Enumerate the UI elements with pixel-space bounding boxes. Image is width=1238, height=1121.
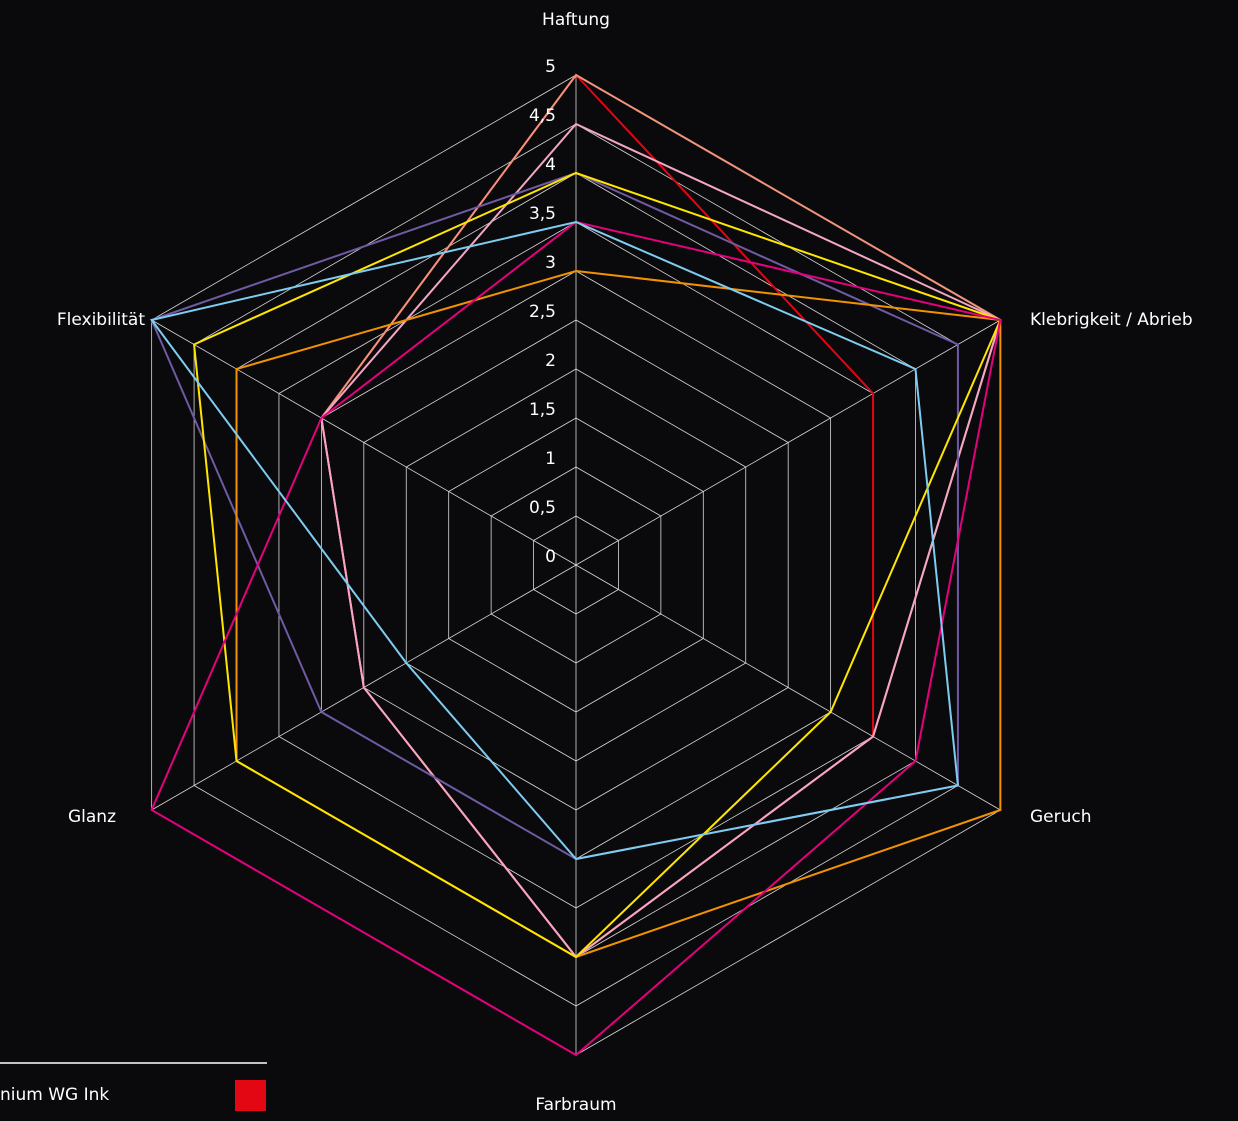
axis-label: Farbraum xyxy=(535,1095,616,1115)
r-tick-label: 0 xyxy=(545,547,556,567)
r-tick-label: 1,5 xyxy=(529,400,556,420)
r-tick-label: 1 xyxy=(545,449,556,469)
r-tick-label: 2,5 xyxy=(529,302,556,322)
series-line xyxy=(149,220,960,861)
spoke xyxy=(151,319,577,566)
axis-label: Geruch xyxy=(1030,807,1092,827)
series-line xyxy=(150,220,1002,1057)
r-tick-label: 0,5 xyxy=(529,498,556,518)
r-tick-label: 2 xyxy=(545,351,556,371)
r-tick-label: 3,5 xyxy=(529,204,556,224)
r-tick-label: 4 xyxy=(545,155,556,175)
spoke xyxy=(575,319,1001,566)
r-tick-label: 3 xyxy=(545,253,556,273)
r-tick-label: 4,5 xyxy=(529,106,556,126)
series-line xyxy=(235,269,1002,959)
legend-swatch xyxy=(235,1080,266,1111)
axis-label: Haftung xyxy=(542,10,610,30)
axis-label: Glanz xyxy=(68,807,116,827)
axis-label: Flexibilität xyxy=(57,310,145,330)
spoke xyxy=(575,564,1001,811)
series-line xyxy=(320,73,875,959)
r-tick-label: 5 xyxy=(545,57,556,77)
legend-label: nium WG Ink xyxy=(0,1085,109,1105)
axis-label: Klebrigkeit / Abrieb xyxy=(1030,310,1193,330)
series-line xyxy=(193,171,1002,959)
